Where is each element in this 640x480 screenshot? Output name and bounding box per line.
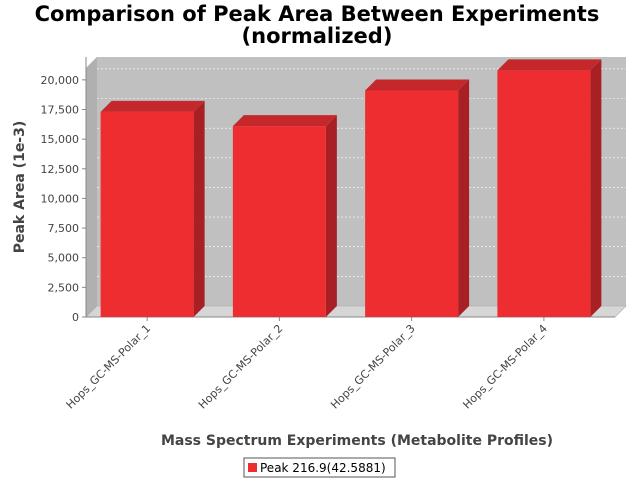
legend: Peak 216.9(42.5881) (243, 457, 396, 478)
bar-side (325, 115, 337, 317)
y-tick-label: 0 (72, 311, 79, 324)
bar-top (497, 59, 602, 71)
bar-side (458, 79, 470, 318)
chart-title: Comparison of Peak Area Between Experime… (35, 2, 600, 48)
bar (232, 126, 326, 317)
plot-background (86, 57, 626, 317)
plot-area: 0 2,500 5,000 7,500 10,000 12,500 15,000 17,500… (41, 57, 627, 411)
bar-side (590, 59, 602, 317)
y-tick-label: 2,500 (48, 281, 80, 294)
y-tick-label: 15,000 (41, 133, 80, 146)
legend-box (243, 457, 396, 478)
legend-entry-label: Peak 216.9(42.5881) (260, 461, 386, 475)
bar (365, 90, 459, 318)
chart-title-line-2: (normalized) (242, 24, 393, 48)
x-tick-label: Hops_GC-MS-Polar_4 (460, 322, 550, 412)
bar (497, 70, 591, 317)
y-tick-label: 17,500 (41, 104, 80, 117)
x-tick-label: Hops_GC-MS-Polar_2 (196, 322, 286, 412)
plot-left-wall (86, 57, 97, 317)
bar-side (193, 100, 205, 317)
y-tick-label: 7,500 (48, 222, 80, 235)
y-tick-label: 20,000 (41, 74, 80, 87)
y-tick-label: 10,000 (41, 192, 80, 205)
bar-top (100, 100, 205, 112)
y-axis-label: Peak Area (1e-3) (12, 121, 28, 254)
bar-top (232, 115, 337, 127)
chart-title-line-1: Comparison of Peak Area Between Experime… (35, 2, 600, 26)
x-axis-label: Mass Spectrum Experiments (Metabolite Pr… (161, 433, 553, 449)
y-tick-label: 5,000 (48, 252, 80, 265)
x-tick-label: Hops_GC-MS-Polar_3 (328, 322, 418, 412)
x-tick-label: Hops_GC-MS-Polar_1 (64, 322, 154, 412)
bar (100, 111, 194, 317)
y-tick-label: 12,500 (41, 163, 80, 176)
bar-top (365, 79, 470, 91)
legend-swatch (248, 463, 257, 472)
